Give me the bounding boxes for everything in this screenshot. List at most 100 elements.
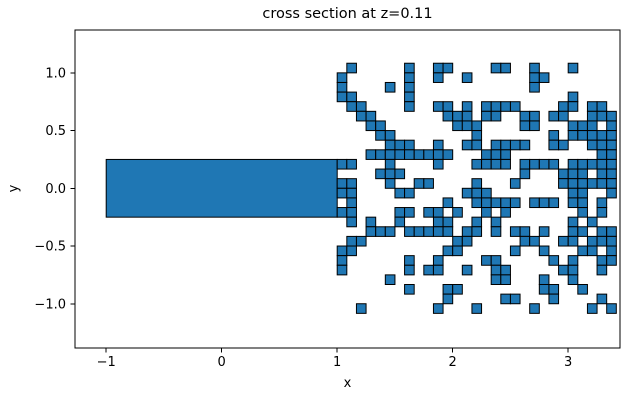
cross-section-cell bbox=[432, 62, 444, 74]
cross-section-cell bbox=[558, 178, 569, 189]
cross-section-cell bbox=[548, 255, 560, 266]
cross-section-cell bbox=[606, 168, 617, 180]
cross-section-cell bbox=[567, 120, 579, 132]
cross-section-cell bbox=[384, 168, 396, 180]
cross-section-cell bbox=[355, 235, 367, 247]
cross-section-cell bbox=[442, 226, 454, 237]
cross-section-cell bbox=[529, 72, 540, 83]
cross-section-cell bbox=[365, 120, 377, 132]
cross-section-cell bbox=[529, 110, 540, 122]
cross-section-cell bbox=[509, 178, 521, 189]
cross-section-cell bbox=[558, 101, 569, 112]
cross-section-cell bbox=[346, 101, 357, 112]
cross-section-cell bbox=[384, 158, 396, 170]
y-axis-label: y bbox=[6, 184, 22, 193]
cross-section-cell bbox=[519, 120, 531, 132]
cross-section-cell bbox=[529, 197, 540, 209]
cross-section-cell bbox=[500, 197, 511, 209]
cross-section-cell bbox=[481, 110, 492, 122]
cross-section-cell bbox=[558, 168, 569, 180]
y-tick-label: −1.0 bbox=[34, 297, 66, 312]
cross-section-cell bbox=[529, 158, 540, 170]
cross-section-cell bbox=[404, 207, 415, 218]
cross-section-cell bbox=[529, 81, 540, 93]
cross-section-cell bbox=[346, 187, 357, 199]
cross-section-cell bbox=[355, 303, 367, 314]
cross-section-cell bbox=[384, 178, 396, 189]
cross-section-cell bbox=[375, 149, 386, 160]
x-tick-label: 3 bbox=[564, 355, 572, 370]
cross-section-cell bbox=[509, 226, 521, 237]
cross-section-cell bbox=[346, 245, 357, 257]
cross-section-cell bbox=[432, 216, 444, 228]
cross-section-cell bbox=[567, 274, 579, 286]
cross-section-cell bbox=[500, 274, 511, 286]
cross-section-cell bbox=[461, 120, 473, 132]
cross-section-cell bbox=[432, 303, 444, 314]
cross-section-cell bbox=[346, 207, 357, 218]
cross-section-cell bbox=[404, 139, 415, 151]
cross-section-cell bbox=[471, 216, 483, 228]
cross-section-cell bbox=[432, 264, 444, 276]
cross-section-cell bbox=[519, 158, 531, 170]
cross-section-cell bbox=[500, 139, 511, 151]
cross-section-cell bbox=[529, 235, 540, 247]
cross-section-cell bbox=[442, 62, 454, 74]
cross-section-cell bbox=[404, 91, 415, 103]
cross-section-cell bbox=[596, 207, 608, 218]
cross-section-cell bbox=[375, 130, 386, 141]
cross-section-cell bbox=[471, 130, 483, 141]
x-axis-label: x bbox=[343, 376, 352, 391]
cross-section-cell bbox=[481, 255, 492, 266]
cross-section-cell bbox=[365, 216, 377, 228]
cross-section-cell bbox=[519, 168, 531, 180]
cross-section-cell bbox=[365, 226, 377, 237]
cross-section-cell bbox=[490, 197, 502, 209]
cross-section-cell bbox=[481, 149, 492, 160]
cross-section-cell bbox=[596, 178, 608, 189]
cross-section-cell bbox=[336, 207, 348, 218]
cross-section-cell bbox=[577, 207, 588, 218]
cross-section-cell bbox=[384, 130, 396, 141]
cross-section-cell bbox=[529, 120, 540, 132]
cross-section-cell bbox=[452, 235, 463, 247]
cross-section-cell bbox=[567, 235, 579, 247]
cross-section-cell bbox=[596, 293, 608, 305]
cross-section-cell bbox=[442, 110, 454, 122]
cross-section-cell bbox=[577, 120, 588, 132]
cross-section-cell bbox=[365, 110, 377, 122]
cross-section-cell bbox=[384, 149, 396, 160]
x-tick-label: 0 bbox=[218, 355, 226, 370]
y-tick-label: 0.0 bbox=[45, 182, 66, 197]
cross-section-cell bbox=[375, 120, 386, 132]
cross-section-cell bbox=[461, 235, 473, 247]
cross-section-cell bbox=[336, 245, 348, 257]
cross-section-cell bbox=[346, 158, 357, 170]
cross-section-cell bbox=[538, 226, 550, 237]
cross-section-cell bbox=[500, 207, 511, 218]
cross-section-cell bbox=[394, 139, 406, 151]
cross-section-cell bbox=[490, 149, 502, 160]
cross-section-cell bbox=[481, 158, 492, 170]
chart-title: cross section at z=0.11 bbox=[262, 6, 433, 22]
cross-section-cell bbox=[481, 197, 492, 209]
cross-section-cell bbox=[442, 197, 454, 209]
cross-section-cell bbox=[336, 158, 348, 170]
cross-section-cell bbox=[500, 149, 511, 160]
cross-section-cell bbox=[548, 110, 560, 122]
cross-section-cell bbox=[548, 139, 560, 151]
cross-section-cell bbox=[490, 264, 502, 276]
cross-section-cell bbox=[509, 293, 521, 305]
cross-section-cell bbox=[596, 158, 608, 170]
cross-section-cell bbox=[442, 101, 454, 112]
cross-section-cell bbox=[413, 149, 425, 160]
cross-section-cell bbox=[355, 101, 367, 112]
cross-section-cell bbox=[481, 101, 492, 112]
cross-section-cell bbox=[606, 120, 617, 132]
cross-section-cell bbox=[596, 168, 608, 180]
cross-section-cell bbox=[606, 178, 617, 189]
cross-section-cell bbox=[596, 130, 608, 141]
cross-section-cell bbox=[471, 197, 483, 209]
cross-section-cell bbox=[577, 158, 588, 170]
